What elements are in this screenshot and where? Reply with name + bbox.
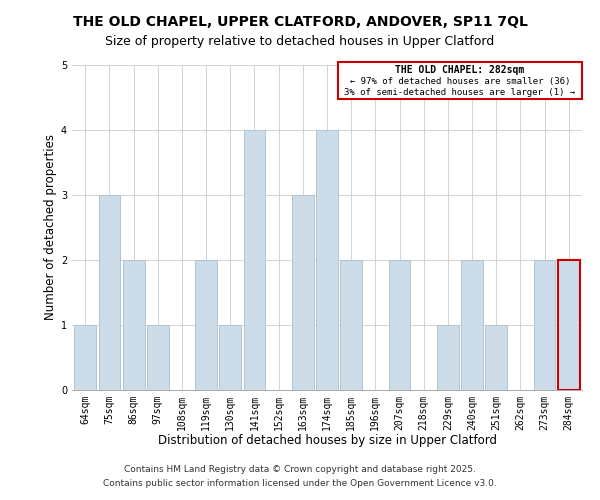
Bar	[558, 260, 580, 390]
Bar	[340, 260, 362, 390]
X-axis label: Distribution of detached houses by size in Upper Clatford: Distribution of detached houses by size …	[157, 434, 497, 448]
Bar	[195, 260, 217, 390]
Bar	[98, 195, 121, 390]
Text: THE OLD CHAPEL, UPPER CLATFORD, ANDOVER, SP11 7QL: THE OLD CHAPEL, UPPER CLATFORD, ANDOVER,…	[73, 15, 527, 29]
Y-axis label: Number of detached properties: Number of detached properties	[44, 134, 57, 320]
Bar	[533, 260, 556, 390]
FancyBboxPatch shape	[338, 62, 582, 100]
Bar	[316, 130, 338, 390]
Bar	[220, 325, 241, 390]
Bar	[123, 260, 145, 390]
Bar	[485, 325, 507, 390]
Text: THE OLD CHAPEL: 282sqm: THE OLD CHAPEL: 282sqm	[395, 64, 524, 74]
Bar	[147, 325, 169, 390]
Bar	[74, 325, 96, 390]
Bar	[461, 260, 483, 390]
Bar	[437, 325, 459, 390]
Bar	[244, 130, 265, 390]
Text: Contains HM Land Registry data © Crown copyright and database right 2025.
Contai: Contains HM Land Registry data © Crown c…	[103, 466, 497, 487]
Text: 3% of semi-detached houses are larger (1) →: 3% of semi-detached houses are larger (1…	[344, 88, 575, 98]
Text: ← 97% of detached houses are smaller (36): ← 97% of detached houses are smaller (36…	[350, 76, 570, 86]
Bar	[292, 195, 314, 390]
Text: Size of property relative to detached houses in Upper Clatford: Size of property relative to detached ho…	[106, 35, 494, 48]
Bar	[389, 260, 410, 390]
